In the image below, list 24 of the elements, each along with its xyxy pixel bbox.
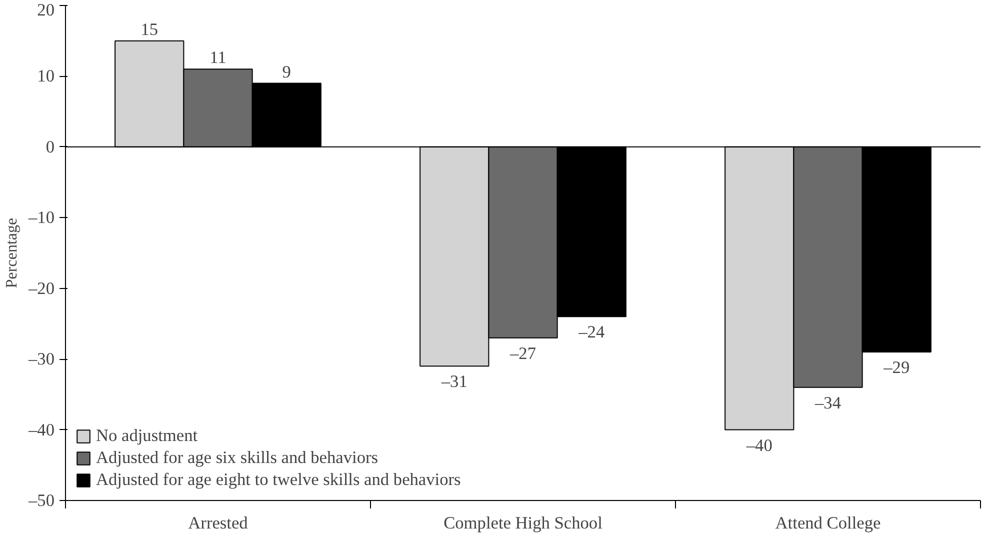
legend-label: No adjustment [96, 426, 198, 446]
y-axis-title: Percentage [4, 218, 21, 288]
data-label: –31 [440, 372, 468, 392]
y-tick-label: 20 [37, 0, 54, 20]
y-tick-label: 10 [37, 66, 54, 86]
y-tick-label: –30 [28, 350, 55, 369]
y-tick-label: –10 [28, 208, 55, 228]
data-label: –24 [578, 322, 605, 342]
data-label: –29 [882, 358, 910, 377]
data-label: –27 [509, 344, 536, 363]
data-label: 15 [140, 20, 158, 39]
data-label: –34 [814, 393, 842, 412]
y-tick-label: 0 [46, 137, 55, 156]
data-label: 11 [210, 48, 226, 68]
x-tick-label: Complete High School [444, 514, 603, 532]
x-tick-label: Arrested [188, 514, 248, 532]
legend-label: Adjusted for age eight to twelve skills and behaviors [96, 470, 461, 490]
legend-label: Adjusted for age six skills and behaviors [96, 448, 378, 468]
y-tick-label: –40 [28, 420, 55, 440]
y-tick-label: –50 [28, 491, 55, 510]
y-tick-label: –20 [28, 278, 55, 298]
x-tick-label: Attend College [775, 514, 882, 532]
data-label: 9 [282, 62, 291, 82]
data-label: –40 [745, 436, 772, 455]
